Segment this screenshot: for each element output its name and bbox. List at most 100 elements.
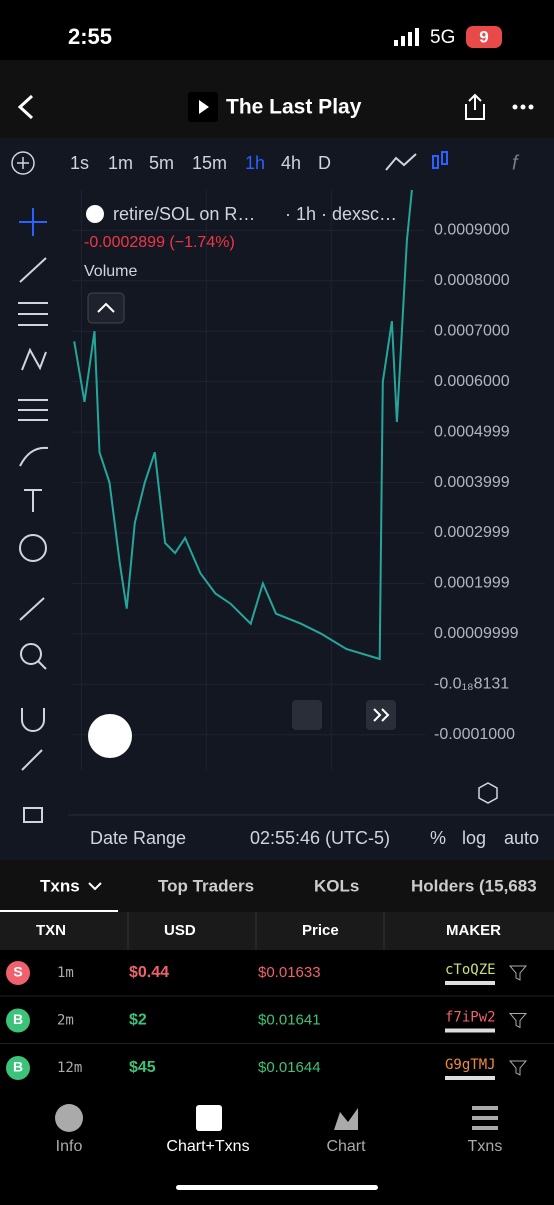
percent-toggle[interactable]: %	[430, 828, 446, 848]
add-icon	[17, 157, 29, 169]
age: 12m	[57, 1060, 82, 1076]
side-badge	[6, 1056, 30, 1080]
chart-footer	[68, 772, 554, 860]
y-tick-label: -0.0₁₈8131	[434, 675, 509, 692]
y-tick-label: 0.0003999	[434, 474, 510, 491]
usd: $2	[129, 1012, 147, 1029]
filter-icon[interactable]	[508, 1013, 528, 1029]
add-indicator[interactable]	[11, 151, 35, 175]
side: B	[13, 1011, 23, 1027]
y-tick-label: 0.0009000	[434, 222, 510, 239]
clock: 2:55	[68, 24, 112, 49]
battery	[466, 26, 502, 48]
symbol-logo	[86, 205, 104, 223]
symbol: retire/SOL on R…	[113, 204, 255, 224]
log-toggle[interactable]: log	[462, 828, 486, 848]
chart-icon	[334, 1108, 358, 1130]
settings-button[interactable]	[478, 782, 498, 804]
y-tick-label: -0.0001000	[434, 726, 515, 743]
maker: f7iPw2	[445, 1010, 496, 1026]
age: 1m	[57, 965, 74, 981]
tab[interactable]: Top Traders	[158, 876, 254, 895]
nav-bar	[0, 1088, 554, 1200]
back-button[interactable]	[17, 94, 34, 120]
network: 5G	[430, 27, 455, 48]
reset-button[interactable]	[292, 700, 322, 730]
side: S	[13, 964, 22, 980]
tab[interactable]: Holders (15,683	[411, 876, 537, 895]
usd: $45	[129, 1059, 156, 1076]
price: $0.01641	[258, 1011, 321, 1028]
nav-item[interactable]: Chart+Txns	[166, 1138, 249, 1155]
formula-button[interactable]: f	[512, 152, 520, 174]
interval[interactable]: 1m	[108, 153, 133, 173]
drawing-toolbar	[0, 188, 68, 860]
maker-bar	[445, 1076, 495, 1080]
info-icon	[55, 1104, 83, 1132]
interval[interactable]: 5m	[149, 153, 174, 173]
column-header[interactable]: MAKER	[446, 922, 501, 939]
drawing-tools	[18, 208, 49, 823]
collapse-button[interactable]	[87, 292, 125, 324]
y-tick-label: 0.0004999	[434, 423, 510, 440]
interval[interactable]: D	[318, 153, 331, 173]
side-badge	[6, 961, 30, 985]
filter-icon[interactable]	[508, 965, 528, 981]
line-type[interactable]	[385, 153, 417, 171]
interval[interactable]: 1h	[245, 153, 265, 173]
maker: G9gTMJ	[445, 1057, 496, 1073]
battery-level: 9	[479, 27, 488, 46]
y-tick-label: 0.0007000	[434, 322, 510, 339]
time-zone[interactable]: 02:55:46 (UTC-5)	[250, 828, 390, 848]
scroll-icon	[373, 708, 390, 722]
price-change: -0.0002899 (−1.74%)	[84, 234, 235, 251]
share-button[interactable]	[465, 93, 485, 120]
y-tick-label: 0.0006000	[434, 373, 510, 390]
price-axis	[426, 188, 554, 772]
price-line	[73, 189, 413, 661]
header	[0, 60, 554, 138]
side: B	[13, 1059, 23, 1075]
age: 2m	[57, 1013, 74, 1029]
y-tick-label: 0.0008000	[434, 272, 510, 289]
interval[interactable]: 1s	[70, 153, 89, 173]
chart-area	[68, 188, 426, 772]
nav-item[interactable]: Chart	[326, 1138, 366, 1155]
chart-txns-icon	[196, 1105, 222, 1131]
maker: cToQZE	[445, 962, 496, 978]
more-button[interactable]	[512, 104, 534, 110]
y-tick-label: 0.0001999	[434, 575, 510, 592]
candle-type[interactable]	[432, 151, 448, 169]
tab-dropdown	[88, 882, 102, 891]
signal-icon	[394, 28, 419, 46]
tab[interactable]: KOLs	[314, 876, 359, 895]
price: $0.01633	[258, 964, 321, 981]
volume-label: Volume	[84, 263, 137, 280]
side-badge	[6, 1008, 30, 1033]
txns-icon	[472, 1106, 498, 1130]
tab[interactable]: Txns	[40, 876, 80, 895]
interval[interactable]: 4h	[281, 153, 301, 173]
usd: $0.44	[129, 964, 169, 981]
column-header[interactable]: USD	[164, 922, 196, 939]
interval[interactable]: 15m	[192, 153, 227, 173]
y-tick-label: 0.0002999	[434, 524, 510, 541]
date-range[interactable]: Date Range	[90, 828, 186, 848]
logo-mark	[199, 100, 209, 114]
maker-bar	[445, 1028, 495, 1033]
home-indicator	[176, 1185, 378, 1190]
maker-bar	[445, 981, 495, 985]
nav-item[interactable]: Txns	[468, 1138, 503, 1155]
column-header[interactable]: TXN	[36, 922, 66, 939]
price: $0.01644	[258, 1059, 321, 1076]
auto-toggle[interactable]: auto	[504, 828, 539, 848]
nav-item[interactable]: Info	[56, 1138, 83, 1155]
tv-logo	[88, 714, 132, 758]
filter-icon[interactable]	[508, 1060, 528, 1076]
column-header[interactable]: Price	[302, 922, 339, 939]
toolbar	[0, 138, 554, 188]
table-header	[0, 912, 554, 950]
source: · 1h · dexsc…	[285, 204, 397, 224]
collapse-icon	[97, 302, 115, 313]
